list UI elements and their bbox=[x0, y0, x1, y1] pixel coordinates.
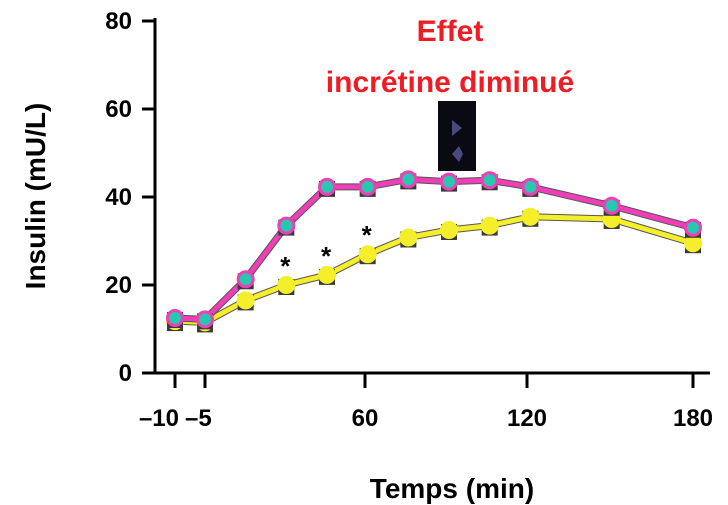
series-1-point-2 bbox=[236, 291, 255, 310]
series-1-point-9 bbox=[521, 207, 540, 226]
series-0-point-2 bbox=[236, 270, 255, 289]
annotation-line-2: incrétine diminué bbox=[326, 66, 574, 99]
series-1-point-7 bbox=[440, 221, 458, 239]
series-0-point-5 bbox=[358, 177, 377, 196]
series-1-point-5 bbox=[358, 245, 377, 264]
series-1-point-3 bbox=[277, 276, 296, 294]
series-0-point-8 bbox=[480, 171, 499, 190]
x-tick-label-1: –5 bbox=[185, 405, 212, 432]
annotation-line-1: Effet bbox=[417, 15, 484, 48]
x-tick-label-3: 120 bbox=[507, 405, 547, 432]
series-0-point-7 bbox=[440, 172, 458, 191]
x-tick-label-4: 180 bbox=[673, 405, 713, 432]
y-axis-title: Insulin (mU/L) bbox=[20, 103, 51, 290]
series-0-point-11 bbox=[684, 218, 702, 237]
x-tick-label-2: 60 bbox=[352, 405, 379, 432]
significance-mark-0: * bbox=[280, 251, 291, 281]
annotation-layer: Effet incrétine diminué bbox=[326, 15, 574, 171]
series-1-point-11 bbox=[684, 234, 702, 253]
series-0-point-1 bbox=[196, 310, 214, 329]
y-tick-label-1: 20 bbox=[105, 272, 132, 299]
series-1-point-4 bbox=[318, 265, 336, 284]
series-1-point-8 bbox=[480, 216, 499, 235]
series-0-point-0 bbox=[166, 309, 184, 327]
y-tick-label-2: 40 bbox=[105, 184, 132, 211]
y-tick-label-3: 60 bbox=[105, 96, 132, 123]
series-0-point-3 bbox=[277, 216, 296, 235]
series-1-point-6 bbox=[399, 228, 418, 247]
y-tick-label-0: 0 bbox=[119, 360, 132, 387]
series-0-point-6 bbox=[399, 170, 418, 189]
significance-mark-1: * bbox=[321, 241, 332, 271]
significance-mark-2: * bbox=[362, 220, 373, 250]
series-0 bbox=[166, 170, 702, 330]
series-0-point-10 bbox=[602, 196, 621, 215]
arrow-icon bbox=[438, 101, 476, 171]
series-0-point-4 bbox=[318, 177, 336, 196]
series-0-point-9 bbox=[521, 177, 540, 196]
x-tick-label-0: –10 bbox=[139, 405, 179, 432]
y-tick-label-4: 80 bbox=[105, 8, 132, 35]
x-axis-title: Temps (min) bbox=[370, 473, 534, 504]
series-layer: * * * bbox=[166, 170, 702, 333]
axes: 0 20 40 60 80 –10 –5 60 120 180 bbox=[105, 8, 713, 432]
